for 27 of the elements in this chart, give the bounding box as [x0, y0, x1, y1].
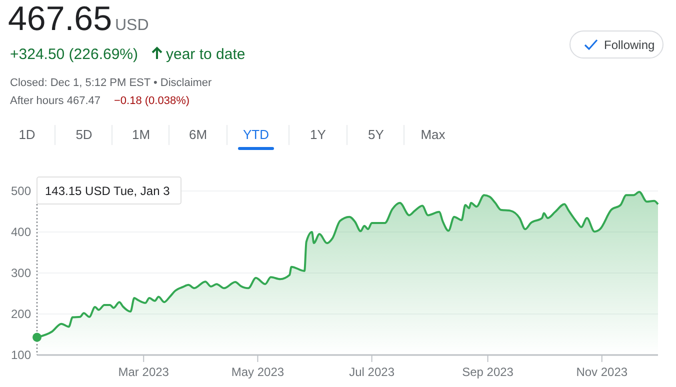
y-tick-label: 300: [10, 266, 32, 280]
text: 6M: [188, 127, 208, 142]
text: YTD: [243, 127, 269, 142]
x-tick-label: Sep 2023: [462, 365, 514, 379]
text: 5Y: [368, 127, 384, 142]
x-tick-label: Nov 2023: [576, 365, 628, 379]
x-tick-label: Jul 2023: [349, 365, 395, 379]
annotation: 143.15 USD Tue, Jan 3: [45, 184, 170, 198]
chart-title: 467.65: [8, 0, 112, 38]
text: 1M: [132, 127, 150, 142]
text: 1D: [18, 127, 36, 142]
y-tick-label: 100: [10, 348, 32, 362]
text: Max: [420, 127, 446, 142]
text: 5D: [76, 127, 92, 142]
y-tick-label: 400: [10, 225, 32, 239]
text: USD: [115, 17, 149, 34]
text: After hours 467.47: [10, 95, 101, 107]
x-tick-label: Mar 2023: [118, 365, 170, 379]
text: Following: [604, 38, 655, 52]
text: −0.18 (0.038%): [114, 95, 190, 107]
text: Closed: Dec 1, 5:12 PM EST • Disclaimer: [10, 77, 212, 89]
text: year to date: [166, 46, 246, 63]
y-tick-label: 200: [10, 307, 32, 321]
x-tick-label: May 2023: [231, 365, 284, 379]
text: +324.50 (226.69%): [10, 46, 138, 63]
text: 1Y: [310, 127, 326, 142]
y-tick-label: 500: [10, 184, 32, 198]
